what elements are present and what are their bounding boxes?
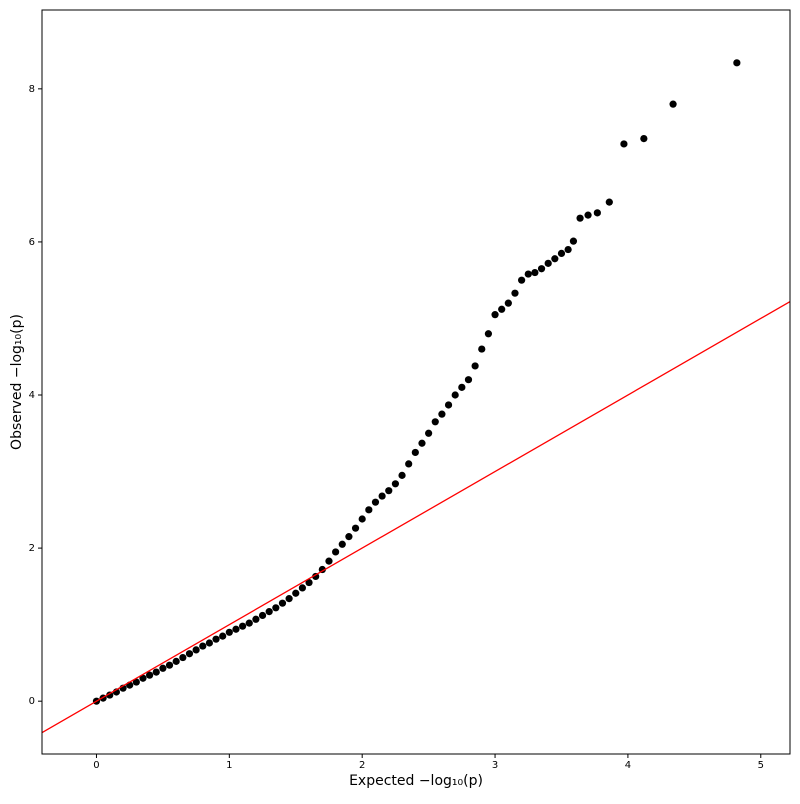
x-tick-label: 0 (93, 760, 99, 771)
y-tick-label: 8 (29, 84, 35, 95)
point (385, 487, 393, 495)
point (212, 635, 220, 643)
plot-area (42, 59, 790, 734)
point (537, 265, 546, 273)
point (219, 632, 227, 640)
point (405, 460, 413, 468)
x-tick-label: 4 (625, 760, 631, 771)
point (425, 429, 433, 437)
point (504, 299, 512, 307)
point (345, 533, 353, 541)
point (258, 611, 267, 620)
plot-frame (41, 9, 791, 755)
point (305, 578, 313, 587)
point (338, 540, 346, 548)
point (351, 524, 360, 532)
point (106, 691, 114, 699)
y-tick-label: 0 (29, 696, 35, 707)
point (165, 661, 174, 669)
point (569, 237, 578, 245)
point (531, 268, 539, 277)
point (391, 480, 400, 488)
reference-line (42, 300, 790, 734)
point (478, 345, 486, 353)
point (292, 589, 300, 597)
point (272, 604, 280, 612)
point (605, 198, 613, 206)
point (371, 498, 380, 506)
point (185, 650, 194, 658)
point (365, 506, 373, 514)
y-tick-label: 6 (29, 237, 35, 248)
point (378, 492, 386, 500)
point (179, 653, 187, 662)
point (298, 584, 307, 592)
point (139, 674, 147, 682)
point (232, 625, 240, 633)
point (464, 376, 473, 384)
point (584, 211, 592, 219)
y-tick-label: 4 (29, 390, 35, 401)
x-tick-label: 5 (758, 760, 764, 771)
point (620, 140, 628, 148)
point (152, 668, 160, 676)
x-tick-label: 3 (492, 760, 498, 771)
point (438, 410, 446, 418)
point (418, 439, 426, 447)
point (192, 646, 200, 654)
point (544, 259, 552, 267)
point (312, 572, 320, 581)
point (245, 619, 253, 627)
point (576, 214, 584, 222)
point (593, 209, 601, 217)
point (199, 642, 207, 650)
point (159, 664, 167, 672)
point (411, 448, 419, 457)
point (205, 639, 214, 647)
point (564, 245, 572, 254)
point (458, 383, 466, 391)
point (252, 615, 260, 623)
point (640, 134, 648, 143)
point (278, 599, 287, 607)
point (444, 401, 453, 409)
point (265, 608, 273, 616)
point (451, 391, 459, 399)
x-axis-label: Expected −log₁₀(p) (349, 773, 483, 789)
point (431, 418, 439, 426)
point (484, 330, 493, 338)
point (733, 59, 741, 67)
point (669, 100, 677, 108)
y-axis-label: Observed −log₁₀(p) (9, 314, 25, 450)
point (285, 595, 293, 603)
point (318, 565, 326, 574)
point (557, 249, 566, 258)
point (511, 289, 519, 297)
point (551, 255, 559, 263)
point (498, 305, 506, 313)
x-tick-label: 1 (226, 760, 232, 771)
point (146, 671, 154, 679)
point (491, 311, 499, 319)
point (398, 471, 406, 479)
point (332, 548, 340, 556)
point (325, 557, 333, 565)
point (225, 628, 233, 636)
point (518, 276, 526, 284)
x-tick-label: 2 (359, 760, 365, 771)
point (239, 622, 247, 630)
point (172, 657, 180, 665)
point (524, 270, 532, 278)
point (471, 362, 479, 370)
point (358, 515, 366, 523)
y-tick-label: 2 (29, 543, 35, 554)
point (132, 678, 140, 686)
